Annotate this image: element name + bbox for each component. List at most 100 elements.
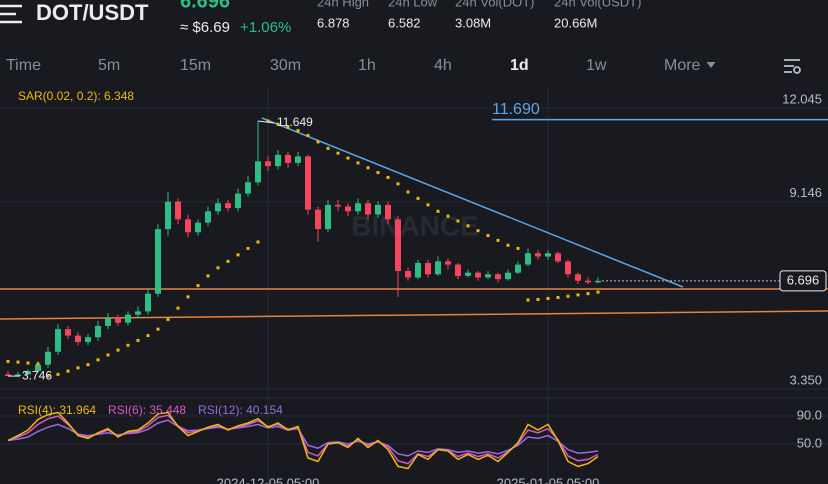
candle-body [165, 201, 171, 230]
legend-entry: RSI(12): 40.154 [198, 403, 283, 417]
candle-body [565, 261, 571, 275]
high-pointer [257, 120, 275, 124]
sar-dot [246, 246, 250, 250]
sar-dot [66, 369, 70, 373]
sar-dot [506, 243, 510, 247]
sar-dot [346, 156, 350, 160]
stat-value: 3.08M [455, 15, 491, 30]
sar-dot [216, 266, 220, 270]
sar-dot [86, 363, 90, 367]
candle-body [15, 374, 21, 376]
sar-dot [96, 358, 100, 362]
candle-body [475, 272, 481, 278]
sar-dot [236, 253, 240, 257]
y-tick-label: 12.045 [782, 92, 822, 107]
stat-label: 24h High [317, 0, 369, 9]
candle-body [415, 262, 421, 278]
candle-body [285, 154, 291, 163]
sar-dot [306, 133, 310, 137]
sar-dot [56, 372, 60, 376]
sar-dot [556, 296, 560, 300]
sar-dot [6, 359, 10, 363]
legend-entry: RSI(6): 35.448 [108, 403, 186, 417]
symbol[interactable]: DOT/USDT [36, 0, 149, 25]
stat-value: 6.878 [317, 15, 350, 30]
sar-dot [196, 284, 200, 288]
candle-body [55, 329, 61, 352]
stat-value: 6.582 [388, 15, 421, 30]
rsi-line [7, 419, 599, 457]
sar-dot [26, 361, 30, 365]
candle-body [255, 161, 261, 183]
menu-icon[interactable] [0, 4, 22, 24]
stat-label: 24h Vol(DOT) [455, 0, 534, 9]
sar-dot [116, 348, 120, 352]
settings-icon[interactable] [784, 59, 801, 74]
tab[interactable]: 5m [98, 57, 120, 74]
sar-dot [206, 274, 210, 278]
candle-body [205, 211, 211, 223]
candle-body [155, 229, 161, 294]
price-chart: BINANCE 3.350 9.146 12.045 2024-12-05 05:00 2… [0, 88, 828, 484]
y-tick-label: 3.350 [789, 372, 822, 387]
tab[interactable]: 1w [586, 57, 607, 74]
x-tick-label: 2025-01-05 05:00 [497, 475, 600, 484]
sar-dot [356, 161, 360, 165]
sar-dot [586, 292, 590, 296]
candle-body [275, 154, 281, 167]
sar-dot [256, 240, 260, 244]
sar-dot [186, 295, 190, 299]
candle-body [355, 203, 361, 212]
candle-body [325, 204, 331, 230]
candle-body [575, 274, 581, 281]
sar-dot [286, 125, 290, 129]
sar-dot [16, 360, 20, 364]
sar-dot [326, 146, 330, 150]
tab[interactable]: 15m [180, 57, 211, 74]
sar-dot [156, 327, 160, 331]
candle-body [115, 317, 121, 323]
tab[interactable]: 30m [270, 57, 301, 74]
legend-entry: RSI(4): 31.964 [18, 403, 96, 417]
sar-dot [266, 119, 270, 123]
sar-dot [486, 234, 490, 238]
sar-dot [296, 129, 300, 133]
y-tick-label: 90.0 [797, 407, 822, 422]
sar-dot [126, 343, 130, 347]
candle-body [175, 201, 181, 220]
sar-dot [456, 219, 460, 223]
candle-body [435, 261, 441, 275]
candle-body [395, 219, 401, 272]
tab[interactable]: 4h [434, 57, 452, 74]
candle-body [125, 314, 131, 323]
tab[interactable]: Time [6, 57, 41, 74]
candle-body [595, 280, 601, 283]
sar-dot [36, 362, 40, 366]
candle-body [265, 161, 271, 167]
candle-body [555, 253, 561, 262]
sar-dot [176, 306, 180, 310]
stat-value: 20.66M [554, 15, 597, 30]
candle-body [345, 206, 351, 212]
watermark: BINANCE [351, 210, 479, 241]
change: +1.06% [240, 19, 291, 36]
candle-body [5, 374, 11, 376]
sar-dot [396, 182, 400, 186]
candle-body [485, 274, 491, 278]
candle-body [375, 204, 381, 215]
sar-dot [276, 122, 280, 126]
candle-body [315, 209, 321, 230]
icon-circle [793, 66, 801, 74]
candle-body [335, 204, 341, 207]
candle-body [445, 261, 451, 265]
y-tick-label: 50.0 [797, 435, 822, 450]
tab[interactable]: More [664, 57, 701, 74]
tab[interactable]: 1h [358, 57, 376, 74]
tab[interactable]: 1d [510, 57, 529, 74]
rsi-chart: 90.0 50.0 RSI(4): 31.964 RSI(6): 35.448 RSI(… [0, 397, 828, 470]
candle-body [455, 264, 461, 276]
sar-dot [436, 209, 440, 213]
sar-dot [46, 374, 50, 378]
